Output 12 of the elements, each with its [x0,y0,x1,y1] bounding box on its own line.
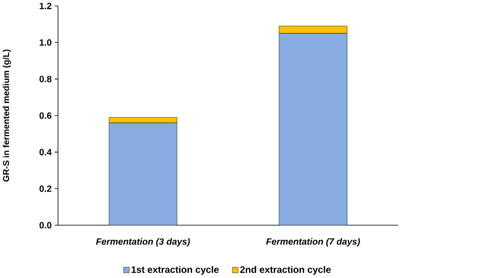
x-tick-label: Fermentation (3 days) [96,238,190,246]
x-tick-label: Fermentation (7 days) [266,238,360,246]
y-tick-label: 1.2 [40,2,52,9]
y-tick-label: 0.0 [40,222,52,228]
y-tick-label: 0.4 [40,148,52,156]
y-axis-title: GR-S in fermented medium (g/L) [2,50,11,182]
y-tick-label: 0.6 [40,112,52,119]
y-tick-label: 0.8 [40,76,52,82]
legend-label: 2nd extraction cycle [240,266,331,275]
y-tick-label: 1.0 [40,39,52,46]
legend-label: 1st extraction cycle [132,266,219,275]
y-tick-label: 0.2 [40,185,52,192]
